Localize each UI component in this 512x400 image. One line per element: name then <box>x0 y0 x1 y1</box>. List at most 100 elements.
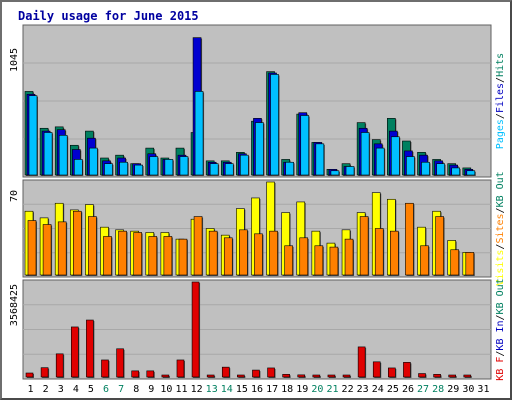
x-tick-label-day-27: 27 <box>417 384 429 395</box>
bar-sites-day-11 <box>178 238 188 276</box>
x-tick-label-day-22: 22 <box>342 384 354 395</box>
bar-sites-day-29 <box>450 249 460 276</box>
x-tick-label-day-8: 8 <box>133 384 139 395</box>
bar-kbf-day-29 <box>448 374 457 378</box>
bar-kbf-day-13 <box>206 374 215 378</box>
bar-kbf-day-16 <box>252 369 260 378</box>
bar-hits-day-18 <box>285 161 294 176</box>
bar-sites-day-2 <box>42 224 52 276</box>
bar-hits-day-10 <box>164 159 174 176</box>
legend-entry: KB F <box>495 357 506 381</box>
bar-kbf-day-4 <box>70 326 79 378</box>
bar-kbf-day-27 <box>418 373 426 378</box>
x-tick-label-day-25: 25 <box>387 384 399 395</box>
bar-sites-day-30 <box>465 252 475 276</box>
bar-sites-day-10 <box>163 236 173 276</box>
bar-hits-day-6 <box>104 163 113 176</box>
bar-hits-day-21 <box>330 170 340 176</box>
bar-kbf-day-14 <box>221 366 230 378</box>
bar-kbf-day-3 <box>55 353 64 378</box>
bar-hits-day-15 <box>240 154 249 176</box>
bar-hits-day-17 <box>270 74 279 176</box>
bar-kbf-day-22 <box>342 374 351 378</box>
bar-hits-day-12 <box>194 91 204 176</box>
bar-kbf-day-25 <box>388 367 396 378</box>
bar-sites-day-23 <box>359 216 369 276</box>
legend-entry: / <box>495 244 506 250</box>
legend-entry: / <box>495 77 506 83</box>
legend-entry: KB Out <box>495 278 506 314</box>
legend-entry: / <box>495 314 506 320</box>
bar-hits-day-13 <box>209 163 219 176</box>
bar-kbf-day-20 <box>312 374 321 378</box>
bar-hits-day-22 <box>345 166 355 176</box>
bar-kbf-day-26 <box>403 362 411 378</box>
y-axis-max-label-2: 70 <box>9 190 20 202</box>
bar-hits-day-27 <box>421 161 430 176</box>
y-axis-max-label-1: 1045 <box>9 48 20 72</box>
bar-hits-day-16 <box>255 122 264 176</box>
x-tick-label-day-18: 18 <box>281 384 293 395</box>
bar-hits-day-19 <box>300 115 310 176</box>
legend-entry: Hits <box>495 53 506 77</box>
bar-sites-day-7 <box>118 230 127 276</box>
bar-kbf-day-9 <box>146 370 155 378</box>
x-tick-label-day-14: 14 <box>221 384 233 395</box>
x-tick-label-day-23: 23 <box>357 384 369 395</box>
bar-sites-day-18 <box>284 245 293 276</box>
bar-sites-day-3 <box>57 221 67 276</box>
bar-sites-day-25 <box>390 230 399 276</box>
x-tick-label-day-30: 30 <box>462 384 474 395</box>
bar-sites-day-24 <box>374 228 384 276</box>
x-tick-label-day-3: 3 <box>58 384 64 395</box>
bar-kbf-day-11 <box>176 359 185 378</box>
legend-entry: Visits <box>495 250 506 286</box>
bar-hits-day-8 <box>134 164 143 176</box>
bar-kbf-day-8 <box>131 370 139 378</box>
bar-hits-day-3 <box>58 135 68 176</box>
x-tick-label-day-9: 9 <box>148 384 154 395</box>
x-tick-label-day-6: 6 <box>103 384 109 395</box>
bar-sites-day-20 <box>314 245 324 276</box>
bar-hits-day-9 <box>149 156 159 176</box>
bar-kbf-day-6 <box>101 359 109 378</box>
bar-sites-day-13 <box>208 230 218 276</box>
x-tick-label-day-17: 17 <box>266 384 278 395</box>
legend-entry: / <box>495 351 506 357</box>
y-axis-max-label-3: 3568425 <box>9 284 20 326</box>
x-tick-label-day-10: 10 <box>160 384 172 395</box>
legend-entry: Sites <box>495 213 506 243</box>
bar-kbf-day-5 <box>86 319 94 378</box>
bar-hits-day-7 <box>119 161 128 176</box>
bar-sites-day-27 <box>420 245 429 276</box>
bar-sites-day-4 <box>72 210 82 276</box>
bar-kbf-day-12 <box>191 281 200 378</box>
bar-kbf-day-17 <box>267 367 275 378</box>
legend-entry: KB Out <box>495 171 506 207</box>
bar-kbf-day-7 <box>116 348 124 378</box>
chart-title: Daily usage for June 2015 <box>18 9 199 23</box>
legend-entry: Pages <box>495 119 506 149</box>
x-tick-label-day-20: 20 <box>311 384 323 395</box>
x-tick-label-day-15: 15 <box>236 384 248 395</box>
legend-2: Visits/Sites/KB Out <box>495 171 506 285</box>
bar-sites-day-9 <box>148 236 158 276</box>
bar-kbf-day-18 <box>282 374 290 378</box>
legend-entry: Files <box>495 83 506 113</box>
bar-sites-day-16 <box>254 233 263 276</box>
bar-kbf-day-24 <box>372 361 381 378</box>
x-tick-label-day-29: 29 <box>447 384 459 395</box>
bar-hits-day-26 <box>406 156 415 176</box>
legend-1: Pages/Files/Hits <box>495 53 506 149</box>
bar-kbf-day-19 <box>297 374 306 378</box>
bar-hits-day-25 <box>391 136 400 176</box>
bar-hits-day-20 <box>315 143 325 176</box>
bar-sites-day-5 <box>88 216 97 276</box>
bar-hits-day-2 <box>43 132 53 176</box>
bar-hits-day-4 <box>73 159 83 176</box>
bar-hits-day-5 <box>89 147 98 176</box>
bar-kbf-day-23 <box>357 346 366 378</box>
bar-sites-day-8 <box>133 232 142 276</box>
x-tick-label-day-26: 26 <box>402 384 414 395</box>
bar-sites-day-22 <box>344 238 354 276</box>
